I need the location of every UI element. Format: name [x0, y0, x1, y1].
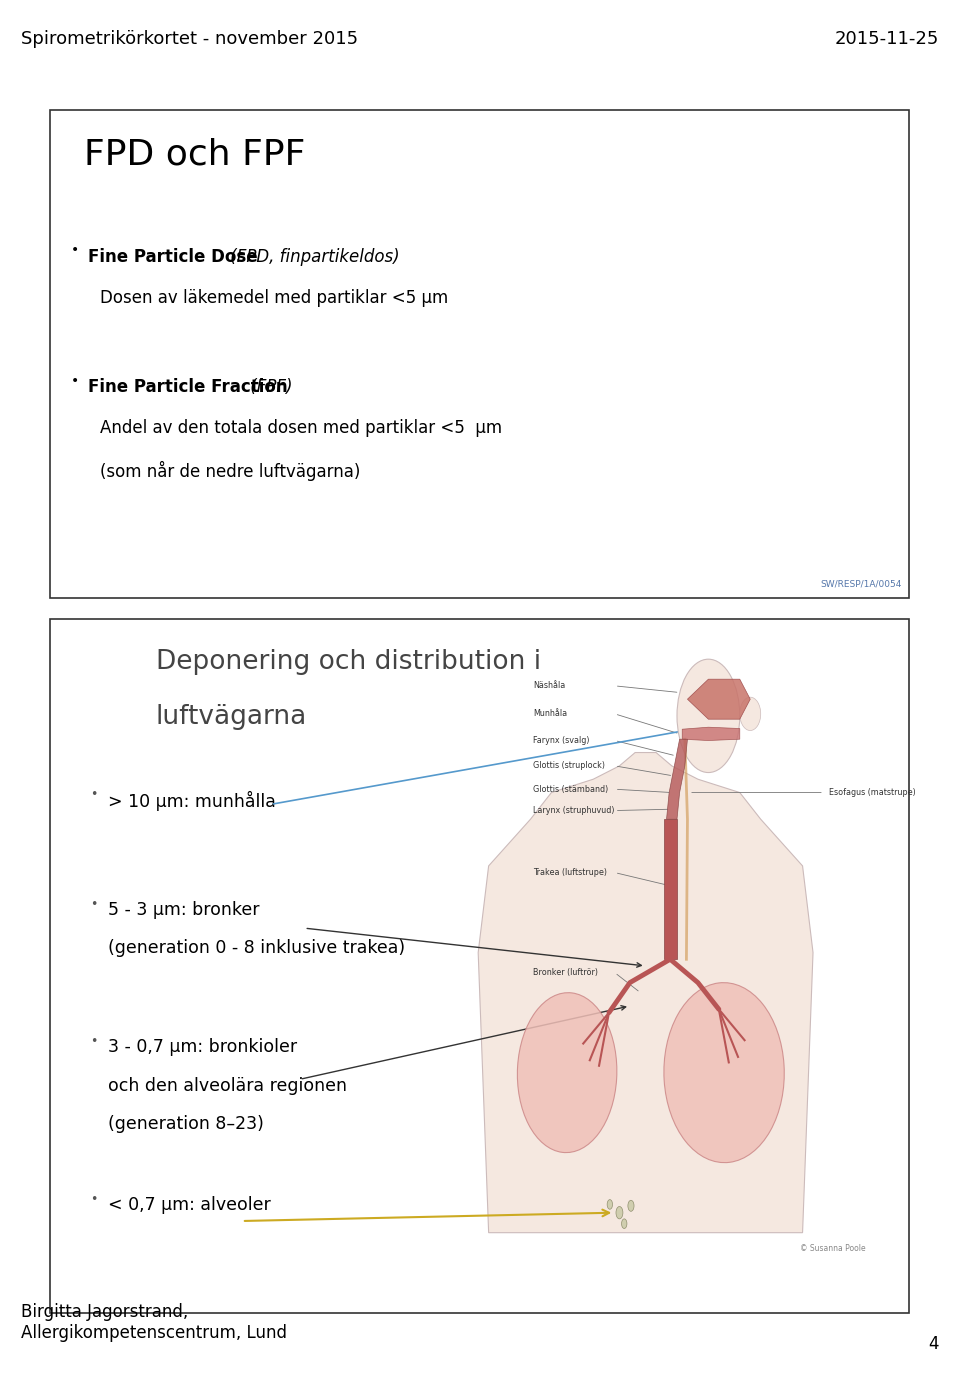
Text: •: • [90, 788, 98, 800]
Text: •: • [71, 243, 80, 257]
Text: •: • [90, 1035, 98, 1048]
Text: Näshåla: Näshåla [533, 682, 565, 690]
Ellipse shape [677, 659, 740, 773]
PathPatch shape [478, 752, 813, 1232]
Text: Larynx (struphuvud): Larynx (struphuvud) [533, 806, 614, 815]
Text: Birgitta Jagorstrand,
Allergikompetenscentrum, Lund: Birgitta Jagorstrand, Allergikompetensce… [21, 1304, 287, 1342]
Ellipse shape [616, 1206, 623, 1218]
Bar [664, 820, 677, 960]
Text: 2015-11-25: 2015-11-25 [834, 30, 939, 48]
Text: SW/RESP/1A/0054: SW/RESP/1A/0054 [820, 579, 901, 588]
Text: 5 - 3 μm: bronker: 5 - 3 μm: bronker [108, 901, 259, 918]
Text: Glottis (struplock): Glottis (struplock) [533, 762, 605, 770]
Text: Munhåla: Munhåla [533, 710, 567, 718]
Text: Dosen av läkemedel med partiklar <5 μm: Dosen av läkemedel med partiklar <5 μm [100, 289, 448, 307]
Text: luftvägarna: luftvägarna [156, 704, 307, 730]
Text: •: • [90, 1194, 98, 1206]
Text: Deponering och distribution i: Deponering och distribution i [156, 649, 540, 675]
Text: Farynx (svalg): Farynx (svalg) [533, 736, 589, 745]
Text: FPD och FPF: FPD och FPF [84, 138, 305, 172]
Ellipse shape [621, 1218, 627, 1228]
Text: Spirometrikörkortet - november 2015: Spirometrikörkortet - november 2015 [21, 30, 358, 48]
Text: > 10 μm: munhålla: > 10 μm: munhålla [108, 791, 276, 811]
Text: 3 - 0,7 μm: bronkioler: 3 - 0,7 μm: bronkioler [108, 1038, 297, 1056]
Text: (generation 8–23): (generation 8–23) [108, 1115, 263, 1133]
Text: och den alveolära regionen: och den alveolära regionen [108, 1077, 347, 1094]
Text: © Susanna Poole: © Susanna Poole [800, 1244, 865, 1253]
PathPatch shape [683, 727, 740, 741]
Text: (generation 0 - 8 inklusive trakea): (generation 0 - 8 inklusive trakea) [108, 939, 405, 957]
Text: •: • [71, 374, 80, 388]
Text: Esofagus (matstrupe): Esofagus (matstrupe) [828, 788, 916, 797]
Ellipse shape [664, 983, 784, 1163]
Text: 4: 4 [928, 1335, 939, 1353]
FancyBboxPatch shape [50, 619, 909, 1313]
Ellipse shape [607, 1199, 612, 1209]
Text: •: • [90, 898, 98, 910]
Ellipse shape [628, 1200, 634, 1211]
Ellipse shape [517, 993, 617, 1152]
Text: Bronker (luftrör): Bronker (luftrör) [533, 968, 598, 978]
Text: (FPF): (FPF) [245, 378, 292, 396]
Text: < 0,7 μm: alveoler: < 0,7 μm: alveoler [108, 1196, 271, 1214]
Text: Trakea (luftstrupe): Trakea (luftstrupe) [533, 868, 607, 877]
PathPatch shape [687, 679, 751, 719]
PathPatch shape [666, 740, 687, 819]
Ellipse shape [740, 697, 760, 730]
Text: Fine Particle Fraction: Fine Particle Fraction [88, 378, 288, 396]
Text: Fine Particle Dose: Fine Particle Dose [88, 248, 258, 265]
Text: Glottis (stämband): Glottis (stämband) [533, 785, 609, 793]
Text: (som når de nedre luftvägarna): (som når de nedre luftvägarna) [100, 461, 360, 481]
FancyBboxPatch shape [50, 110, 909, 598]
Text: Andel av den totala dosen med partiklar <5  μm: Andel av den totala dosen med partiklar … [100, 419, 502, 437]
Text: (FPD, finpartikeldos): (FPD, finpartikeldos) [225, 248, 399, 265]
